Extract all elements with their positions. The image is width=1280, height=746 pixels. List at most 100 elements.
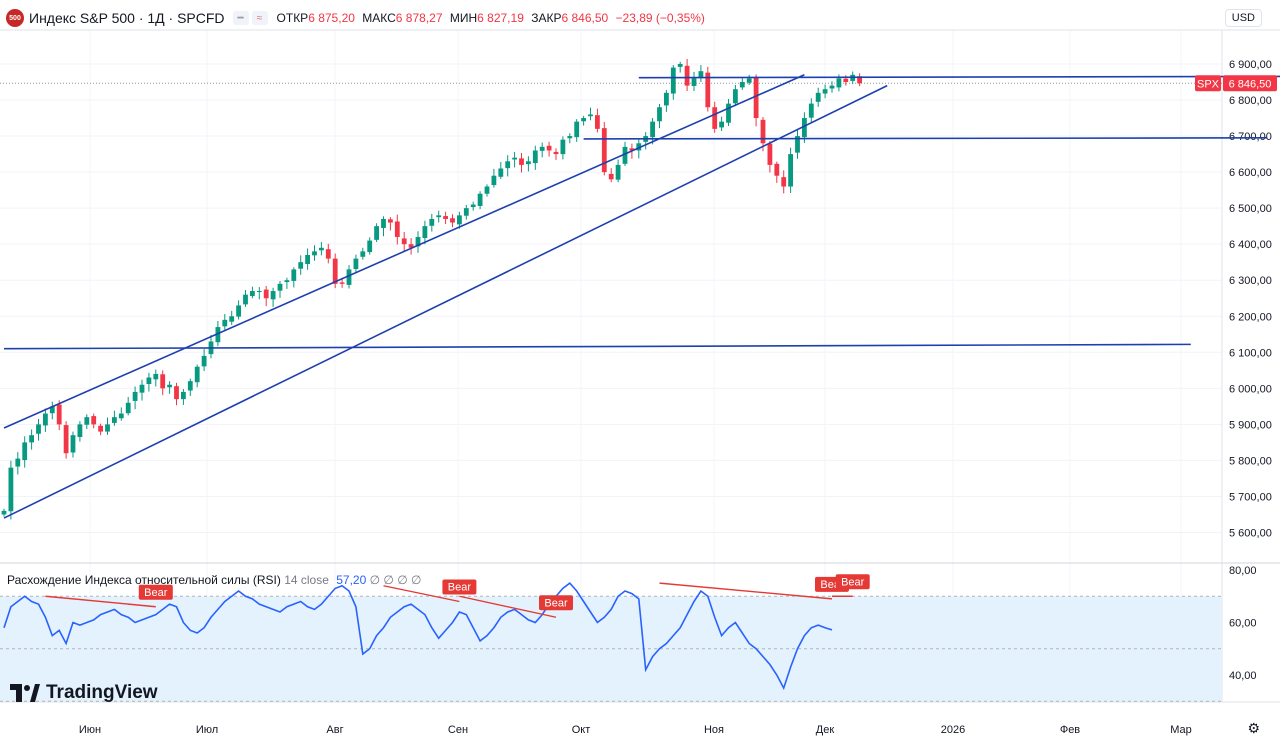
rsi-extra-2: ∅ <box>383 573 394 587</box>
y-tick-label: 6 000,00 <box>1229 383 1272 395</box>
bear-divergence-line <box>659 582 833 600</box>
candle-body <box>808 103 814 118</box>
candle-body <box>1 510 7 515</box>
candle-body <box>843 78 849 82</box>
y-tick-label: 6 700,00 <box>1229 131 1272 143</box>
bear-label: Bear <box>544 597 568 609</box>
candle-body <box>256 291 262 293</box>
y-tick-label: 6 500,00 <box>1229 203 1272 215</box>
trendline-5 <box>3 343 1191 350</box>
y-tick-label: 5 800,00 <box>1229 455 1272 467</box>
symbol-title[interactable]: Индекс S&P 500 · 1Д · SPCFD <box>29 10 225 26</box>
rsi-value: 57,20 <box>336 573 367 587</box>
candle-body <box>270 291 276 300</box>
currency-button[interactable]: USD <box>1224 9 1262 27</box>
high-value: 6 878,27 <box>395 11 443 25</box>
rsi-tick-label: 80,00 <box>1229 565 1257 577</box>
candle-body <box>381 218 386 228</box>
settings-gear-icon[interactable]: ⚙ <box>1247 720 1260 736</box>
candle-body <box>312 251 317 256</box>
tradingview-logo-icon <box>10 684 40 702</box>
close-value: 6 846,50 <box>561 11 609 25</box>
candle-body <box>56 404 62 425</box>
trendline-2 <box>3 84 888 519</box>
ohlc-readout: ОТКР6 875,20 МАКС6 878,27 МИН6 827,19 ЗА… <box>277 11 709 25</box>
candle-body <box>567 136 573 139</box>
candle-body <box>15 458 21 467</box>
candle-body <box>581 118 586 122</box>
candle-body <box>719 121 724 128</box>
candle-body <box>353 258 359 270</box>
candle-body <box>726 103 731 123</box>
candle-body <box>539 146 545 151</box>
trendline-3 <box>638 75 1280 79</box>
x-tick-label: Сен <box>448 724 468 736</box>
candle-body <box>243 294 248 305</box>
candle-body <box>553 151 559 155</box>
x-tick-label: Дек <box>816 724 835 736</box>
high-label: МАКС <box>362 11 396 25</box>
candle-body <box>36 424 41 434</box>
y-tick-label: 6 300,00 <box>1229 275 1272 287</box>
candle-body <box>98 425 103 432</box>
candle-body <box>670 67 676 94</box>
x-tick-label: Авг <box>326 724 343 736</box>
candle-body <box>29 435 34 443</box>
candle-body <box>684 65 690 86</box>
x-tick-label: Ноя <box>704 724 724 736</box>
candle-body <box>457 215 462 225</box>
candle-body <box>167 384 172 388</box>
candle-body <box>608 173 614 180</box>
candle-body <box>153 373 159 380</box>
x-tick-label: Фев <box>1060 724 1080 736</box>
last-price-badge <box>1223 75 1277 92</box>
candle-body <box>291 269 297 281</box>
candle-body <box>22 442 28 461</box>
candle-body <box>484 186 490 194</box>
candle-body <box>774 163 780 176</box>
candle-body <box>146 377 152 385</box>
candle-body <box>388 219 393 223</box>
candle-body <box>43 413 48 426</box>
rsi-extra-3: ∅ <box>397 573 408 587</box>
candle-body <box>463 208 469 216</box>
bear-label-box <box>539 595 573 611</box>
x-tick-label: 2026 <box>941 724 965 736</box>
candle-body <box>112 417 117 423</box>
rsi-band <box>0 596 1222 702</box>
candle-body <box>360 251 366 257</box>
bear-label-box <box>138 584 173 600</box>
candle-body <box>132 391 138 401</box>
symbol-badge[interactable]: 500 <box>6 9 24 27</box>
candle-body <box>615 164 621 180</box>
candle-body <box>70 435 76 453</box>
trendline-4 <box>583 137 1267 140</box>
candle-body <box>526 161 531 165</box>
y-tick-label: 6 200,00 <box>1229 311 1272 323</box>
candle-body <box>588 114 593 117</box>
change-value: −23,89 (−0,35%) <box>615 11 705 25</box>
bear-label-box <box>442 579 477 595</box>
candle-body <box>491 175 497 186</box>
y-tick-label: 6 900,00 <box>1229 59 1272 71</box>
candle-body <box>194 366 200 383</box>
y-tick-label: 6 600,00 <box>1229 167 1272 179</box>
collapse-icon[interactable]: ━ <box>232 11 249 25</box>
candle-body <box>802 118 807 138</box>
candle-body <box>629 148 635 151</box>
candle-body <box>160 374 166 389</box>
candle-body <box>532 150 538 164</box>
candle-body <box>739 82 745 88</box>
compare-icon[interactable]: ≈ <box>251 11 268 25</box>
rsi-legend[interactable]: Расхождение Индекса относительной силы (… <box>7 573 421 587</box>
candle-body <box>712 107 718 129</box>
candle-body <box>795 136 800 153</box>
tradingview-logo[interactable]: TradingView <box>10 682 158 704</box>
candle-body <box>733 89 738 104</box>
candle-body <box>698 71 704 78</box>
candle-body <box>422 226 428 239</box>
candle-body <box>250 291 255 297</box>
open-value: 6 875,20 <box>308 11 355 25</box>
candle-body <box>84 417 90 425</box>
